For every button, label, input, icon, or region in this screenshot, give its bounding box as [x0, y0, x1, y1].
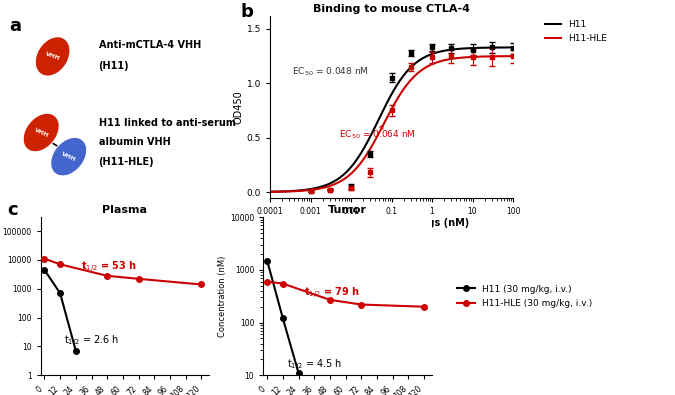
- Text: a: a: [9, 17, 21, 36]
- Text: VHH: VHH: [33, 127, 49, 138]
- Y-axis label: Concentration (nM): Concentration (nM): [218, 256, 227, 337]
- Y-axis label: OD450: OD450: [234, 90, 244, 124]
- Text: t$_{1/2}$ = 53 h: t$_{1/2}$ = 53 h: [81, 260, 137, 275]
- Title: Tumor: Tumor: [328, 205, 367, 215]
- Text: H11 linked to anti-serum: H11 linked to anti-serum: [99, 118, 236, 128]
- Text: EC$_{50}$ = 0.064 nM: EC$_{50}$ = 0.064 nM: [339, 125, 416, 141]
- Text: c: c: [7, 201, 18, 220]
- Legend: H11, H11-HLE: H11, H11-HLE: [541, 17, 611, 47]
- Title: Binding to mouse CTLA-4: Binding to mouse CTLA-4: [313, 4, 470, 14]
- Ellipse shape: [23, 113, 59, 152]
- Text: EC$_{50}$ = 0.048 nM: EC$_{50}$ = 0.048 nM: [292, 66, 369, 78]
- Text: (H11-HLE): (H11-HLE): [99, 157, 154, 167]
- Text: t$_{1/2}$ = 2.6 h: t$_{1/2}$ = 2.6 h: [64, 334, 119, 349]
- Text: Anti-mCTLA-4 VHH: Anti-mCTLA-4 VHH: [99, 40, 200, 50]
- Title: Plasma: Plasma: [103, 205, 147, 215]
- X-axis label: Concentration of drugs (nM): Concentration of drugs (nM): [313, 218, 470, 228]
- Text: (H11): (H11): [99, 61, 129, 71]
- Text: VHH: VHH: [61, 151, 77, 162]
- Text: t$_{1/2}$ = 4.5 h: t$_{1/2}$ = 4.5 h: [287, 358, 342, 373]
- Text: albumin VHH: albumin VHH: [99, 137, 170, 147]
- Text: t$_{1/2}$ = 79 h: t$_{1/2}$ = 79 h: [304, 286, 360, 301]
- Ellipse shape: [35, 37, 70, 76]
- Legend: H11 (30 mg/kg, i.v.), H11-HLE (30 mg/kg, i.v.): H11 (30 mg/kg, i.v.), H11-HLE (30 mg/kg,…: [457, 284, 592, 308]
- Text: VHH: VHH: [45, 51, 61, 61]
- Text: b: b: [241, 3, 254, 21]
- Ellipse shape: [51, 137, 87, 176]
